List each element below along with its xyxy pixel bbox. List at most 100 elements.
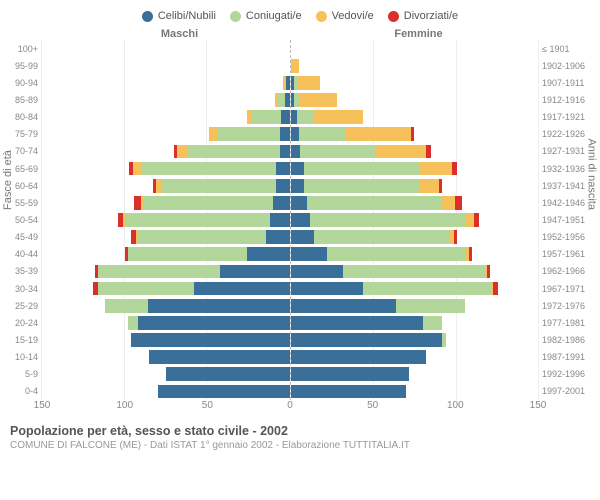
bar-row-female	[291, 246, 539, 263]
bar-segment	[281, 110, 289, 124]
bar-segment	[294, 93, 301, 107]
birth-label: 1957-1961	[538, 246, 600, 263]
legend-swatch	[316, 11, 327, 22]
bar-segment	[278, 93, 285, 107]
bar-segment	[291, 213, 311, 227]
bar-segment	[148, 299, 290, 313]
bar-segment	[297, 76, 320, 90]
pyramid-chart: 100+95-9990-9485-8980-8475-7970-7465-696…	[0, 40, 600, 400]
bar-row-female	[291, 40, 539, 57]
bar-segment	[131, 333, 289, 347]
birth-label: 1962-1966	[538, 263, 600, 280]
bar-row-male	[42, 194, 290, 211]
bar-segment	[291, 333, 443, 347]
bar-row-male	[42, 109, 290, 126]
bar-segment	[314, 230, 449, 244]
age-label: 80-84	[0, 109, 42, 126]
bar-segment	[423, 316, 443, 330]
bar-segment	[128, 247, 247, 261]
bar-row-female	[291, 211, 539, 228]
x-tick: 50	[367, 400, 378, 411]
legend-label: Vedovi/e	[332, 10, 374, 22]
bar-segment	[291, 59, 299, 73]
bar-row-male	[42, 91, 290, 108]
bar-segment	[125, 213, 270, 227]
bar-segment	[252, 110, 282, 124]
bar-row-male	[42, 297, 290, 314]
bar-row-male	[42, 331, 290, 348]
legend-swatch	[230, 11, 241, 22]
bar-segment	[128, 316, 138, 330]
bar-segment	[487, 265, 490, 279]
header-male: Maschi	[60, 28, 299, 40]
bar-segment	[270, 213, 290, 227]
bar-row-female	[291, 297, 539, 314]
bar-segment	[291, 265, 344, 279]
bar-segment	[141, 162, 276, 176]
age-label: 45-49	[0, 229, 42, 246]
bar-row-female	[291, 366, 539, 383]
bar-segment	[291, 162, 304, 176]
bar-segment	[177, 145, 187, 159]
birth-label: ≤ 1901	[538, 40, 600, 57]
bar-segment	[220, 265, 289, 279]
x-tick: 150	[530, 400, 547, 411]
age-label: 55-59	[0, 194, 42, 211]
bar-segment	[291, 145, 301, 159]
gridline	[538, 40, 539, 400]
bar-segment	[291, 196, 308, 210]
bar-segment	[149, 350, 289, 364]
bar-segment	[439, 179, 442, 193]
bar-segment	[98, 265, 220, 279]
bar-segment	[291, 179, 304, 193]
bar-row-female	[291, 91, 539, 108]
age-label: 30-34	[0, 280, 42, 297]
male-half	[42, 40, 291, 400]
age-labels: 100+95-9990-9485-8980-8475-7970-7465-696…	[0, 40, 42, 400]
bar-segment	[493, 282, 498, 296]
legend-item: Celibi/Nubili	[142, 10, 216, 22]
bar-row-male	[42, 366, 290, 383]
bar-segment	[419, 179, 439, 193]
bar-segment	[291, 316, 423, 330]
female-half	[291, 40, 539, 400]
bar-segment	[291, 247, 327, 261]
bar-row-female	[291, 177, 539, 194]
birth-label: 1982-1986	[538, 331, 600, 348]
bar-segment	[266, 230, 289, 244]
age-label: 75-79	[0, 126, 42, 143]
birth-label: 1902-1906	[538, 57, 600, 74]
bar-segment	[138, 230, 267, 244]
column-headers: Maschi Femmine	[0, 28, 600, 40]
chart-subtitle: COMUNE DI FALCONE (ME) - Dati ISTAT 1° g…	[10, 440, 590, 451]
bar-row-male	[42, 143, 290, 160]
bar-segment	[396, 299, 465, 313]
x-tick: 100	[447, 400, 464, 411]
age-label: 100+	[0, 40, 42, 57]
birth-label: 1937-1941	[538, 177, 600, 194]
bar-row-male	[42, 349, 290, 366]
age-label: 60-64	[0, 177, 42, 194]
bar-segment	[314, 110, 364, 124]
legend: Celibi/NubiliConiugati/eVedovi/eDivorzia…	[0, 0, 600, 28]
bar-segment	[134, 196, 141, 210]
bar-row-male	[42, 229, 290, 246]
age-label: 95-99	[0, 57, 42, 74]
bar-row-male	[42, 40, 290, 57]
bar-row-female	[291, 349, 539, 366]
bar-segment	[276, 179, 289, 193]
bar-segment	[187, 145, 279, 159]
x-tick: 150	[34, 400, 51, 411]
bar-segment	[327, 247, 466, 261]
bar-segment	[426, 145, 431, 159]
bar-segment	[291, 367, 410, 381]
legend-swatch	[142, 11, 153, 22]
bar-row-male	[42, 126, 290, 143]
bar-segment	[300, 93, 336, 107]
bar-segment	[345, 127, 411, 141]
birth-label: 1977-1981	[538, 314, 600, 331]
bar-segment	[144, 196, 273, 210]
legend-item: Divorziati/e	[388, 10, 458, 22]
bar-segment	[291, 230, 314, 244]
bar-row-male	[42, 74, 290, 91]
